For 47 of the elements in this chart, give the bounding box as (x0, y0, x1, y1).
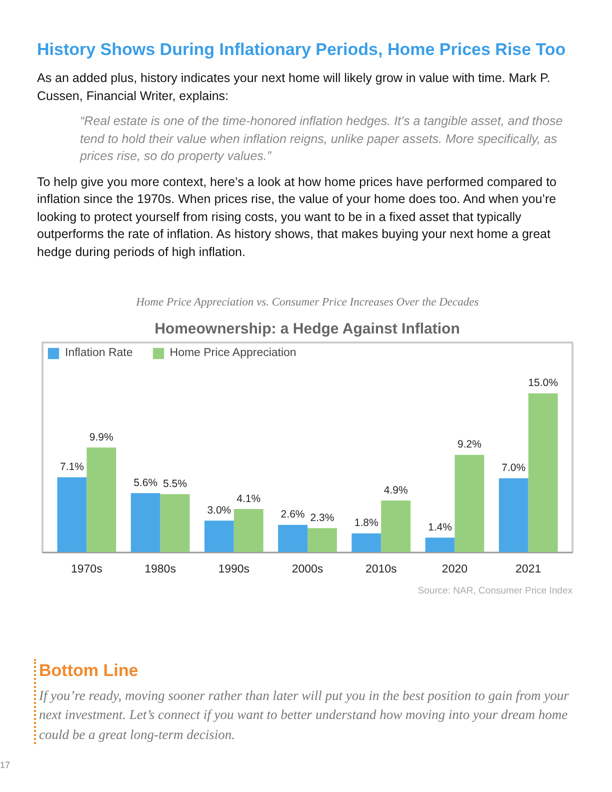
data-label: 3.0% (207, 504, 232, 517)
text: Bottom Line (34, 659, 138, 684)
x-tick-label: 1970s (71, 564, 103, 576)
legend-label: Home Price Appreciation (170, 347, 296, 360)
source-note: Source: NAR, Consumer Price Index (418, 586, 573, 597)
x-tick-label: 1980s (144, 564, 176, 576)
text: To help give you more context, here’s a look at how home prices have performed compared to inflation since the 1970s. When prices rise, the value of your home does too. And when you’re looking to protect yourself from rising costs, you want to be in a fixed asset that typically outperforms the rate of inflation. As history shows, that makes buying your next home a great hedge during periods of high inflation. (37, 174, 558, 261)
data-label: 4.9% (384, 484, 408, 497)
text: “Real estate is one of the time-honored inflation hedges. It’s a tangible asset, and those tend to hold their value when inflation reigns, unlike paper assets. More specifically, as prices rise, so do property values.” (80, 113, 564, 166)
text: As an added plus, history indicates your next home will likely grow in value with time. Mark P. Cussen, Financial Writer, explains: (37, 70, 552, 105)
x-tick-label: 1990s (218, 564, 250, 576)
data-label: 7.0% (502, 462, 526, 474)
data-label: 2.6% (280, 509, 305, 522)
x-tick-label: 2020 (442, 564, 468, 576)
chart-title: Homeownership: a Hedge Against Inflation (154, 320, 460, 338)
bar (130, 493, 160, 553)
data-label: 9.9% (89, 432, 114, 444)
x-tick-label: 2021 (516, 564, 542, 576)
data-label: 1.8% (354, 517, 378, 530)
data-label: 5.5% (163, 478, 187, 490)
bar (160, 494, 190, 553)
data-label: 9.2% (457, 439, 482, 452)
data-label: 7.1% (60, 461, 84, 474)
legend-label: Inflation Rate (65, 347, 133, 360)
bar (278, 525, 308, 553)
bar (234, 509, 264, 553)
bar (454, 455, 484, 553)
x-tick-label: 2010s (365, 564, 398, 576)
data-label: 4.1% (236, 493, 261, 506)
data-label: 1.4% (428, 522, 452, 534)
bar (86, 448, 116, 553)
bar (308, 528, 337, 553)
text: History Shows During Inflationary Periods, Home Prices Rise Too (37, 39, 566, 61)
bar (498, 478, 528, 553)
bar (381, 500, 411, 553)
x-tick-label: 2000s (292, 564, 324, 576)
bar (352, 534, 382, 553)
bar (204, 520, 234, 553)
bar (425, 538, 455, 553)
data-label: 5.6% (134, 477, 158, 490)
data-label: 2.3% (310, 512, 334, 524)
text: 17 (0, 759, 10, 772)
chart-subtitle: Home Price Appreciation vs. Consumer Price Increases Over the Decades (135, 296, 480, 309)
text: If you’re ready, moving sooner rather than later will put you in the best position to gain from your next investment. Let’s connect if you want to better understand how moving into your dream home could be a great long-term decision. (34, 686, 594, 744)
bar (57, 477, 87, 553)
data-label: 15.0% (528, 377, 558, 390)
bar (528, 394, 558, 553)
